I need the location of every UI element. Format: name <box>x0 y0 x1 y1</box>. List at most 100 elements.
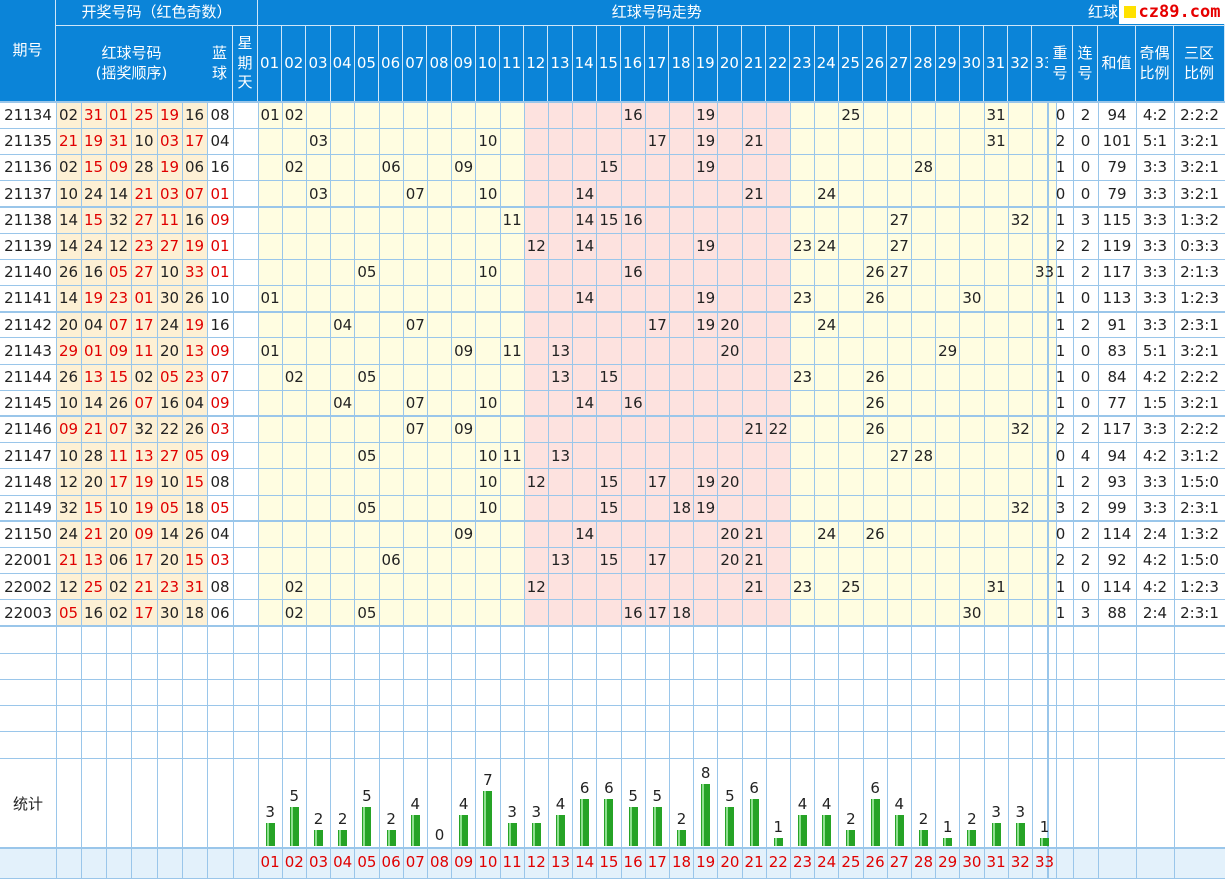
consec-cell: 2 <box>1080 499 1091 518</box>
stat-category-label: 33 <box>1034 853 1055 871</box>
stat-category-label: 06 <box>381 853 401 871</box>
red-ball: 19 <box>134 472 154 491</box>
trend-column-header: 21 <box>742 26 767 102</box>
red-ball: 17 <box>134 315 154 334</box>
trend-mark: 13 <box>550 446 571 465</box>
trend-mark: 25 <box>841 577 861 596</box>
blue-ball: 04 <box>210 525 230 544</box>
red-ball: 11 <box>108 446 129 465</box>
grid-line-vertical <box>206 102 208 879</box>
trend-mark: 07 <box>405 315 425 334</box>
red-ball: 10 <box>108 499 129 518</box>
red-ball: 10 <box>58 394 79 413</box>
stat-category-label: 16 <box>623 853 643 871</box>
consec-cell: 2 <box>1080 525 1091 544</box>
trend-mark: 07 <box>405 394 425 413</box>
red-ball: 25 <box>134 106 154 125</box>
trend-mark: 02 <box>284 106 304 125</box>
repeat-cell: 0 <box>1055 446 1066 465</box>
trend-mark: 09 <box>454 158 474 177</box>
zone-cell: 1:2:3 <box>1180 289 1219 308</box>
trend-mark: 24 <box>817 184 837 203</box>
trend-mark: 27 <box>889 237 909 256</box>
red-ball: 01 <box>108 106 129 125</box>
grid-line-vertical <box>305 102 307 879</box>
trend-mark: 33 <box>1034 263 1055 282</box>
trend-mark: 04 <box>333 394 353 413</box>
consec-cell: 2 <box>1080 106 1091 125</box>
repeat-cell: 3 <box>1055 499 1066 518</box>
repeat-cell: 1 <box>1055 603 1066 622</box>
trend-mark: 21 <box>744 577 764 596</box>
trend-mark: 09 <box>454 525 474 544</box>
stat-value-label: 1 <box>942 818 953 837</box>
red-ball: 23 <box>159 577 180 596</box>
red-ball: 24 <box>58 525 79 544</box>
consec-cell: 0 <box>1080 394 1091 413</box>
red-ball: 10 <box>159 263 180 282</box>
consec-cell: 3 <box>1080 210 1091 229</box>
period-cell: 21135 <box>4 132 52 151</box>
stat-bar <box>967 830 977 846</box>
consec-cell: 0 <box>1080 184 1091 203</box>
period-cell: 21145 <box>4 394 52 413</box>
trend-column-header: 03 <box>306 26 331 102</box>
logo-text: cz89.com <box>1138 2 1221 22</box>
stat-category-label: 17 <box>647 853 667 871</box>
trend-mark: 05 <box>357 368 377 387</box>
trend-mark: 16 <box>623 263 643 282</box>
stat-value-label: 4 <box>797 794 808 813</box>
stat-category-label: 21 <box>744 853 764 871</box>
red-ball: 09 <box>108 158 129 177</box>
trend-group-header: 红球号码走势 <box>258 0 1057 26</box>
red-ball: 01 <box>134 289 154 308</box>
red-ball: 20 <box>83 472 104 491</box>
period-cell: 21137 <box>4 184 52 203</box>
period-cell: 21138 <box>4 210 52 229</box>
trend-mark: 02 <box>284 577 304 596</box>
red-ball: 21 <box>58 132 79 151</box>
blue-ball: 04 <box>210 132 230 151</box>
stat-value-label: 5 <box>362 787 372 805</box>
red-ball: 13 <box>184 341 205 360</box>
repeat-cell: 1 <box>1055 472 1066 491</box>
stat-bar <box>314 830 323 846</box>
grid-line-vertical <box>1046 102 1049 879</box>
sum-cell: 79 <box>1107 158 1127 177</box>
stat-value-label: 1 <box>1039 818 1050 837</box>
stat-bar <box>362 807 372 846</box>
grid-line-vertical <box>181 102 183 879</box>
period-cell: 21136 <box>4 158 52 177</box>
zone-cell: 2:3:1 <box>1180 315 1219 334</box>
stat-value-label: 5 <box>725 787 735 805</box>
grid-line-horizontal <box>0 310 1225 313</box>
grid-line-vertical <box>668 102 670 879</box>
blue-ball: 16 <box>210 158 230 177</box>
trend-mark: 27 <box>889 210 909 229</box>
odd-even-cell: 1:5 <box>1142 394 1168 413</box>
stat-category-label: 03 <box>308 853 329 871</box>
red-ball: 17 <box>134 551 154 570</box>
stat-value-label: 5 <box>628 787 638 805</box>
consec-cell: 0 <box>1080 158 1091 177</box>
trend-column-header: 09 <box>451 26 476 102</box>
odd-even-cell: 3:3 <box>1142 420 1168 439</box>
stat-bar <box>894 814 904 847</box>
stat-value-label: 2 <box>313 810 324 829</box>
period-cell: 21148 <box>4 472 52 491</box>
trend-mark: 10 <box>478 394 498 413</box>
trend-column-header: 07 <box>403 26 428 102</box>
red-ball: 23 <box>134 237 154 256</box>
grid-line-horizontal <box>0 284 1225 286</box>
trend-mark: 05 <box>357 446 377 465</box>
red-ball: 05 <box>58 603 79 622</box>
red-ball: 21 <box>134 577 154 596</box>
grid-line-horizontal <box>0 573 1225 575</box>
red-ball: 14 <box>58 237 79 256</box>
sum-cell: 88 <box>1107 603 1127 622</box>
grid-line-vertical <box>402 102 404 879</box>
grid-line-vertical <box>789 102 791 879</box>
grid-line-vertical <box>156 102 158 879</box>
sum-cell: 114 <box>1102 577 1132 596</box>
stat-bar <box>919 830 928 846</box>
